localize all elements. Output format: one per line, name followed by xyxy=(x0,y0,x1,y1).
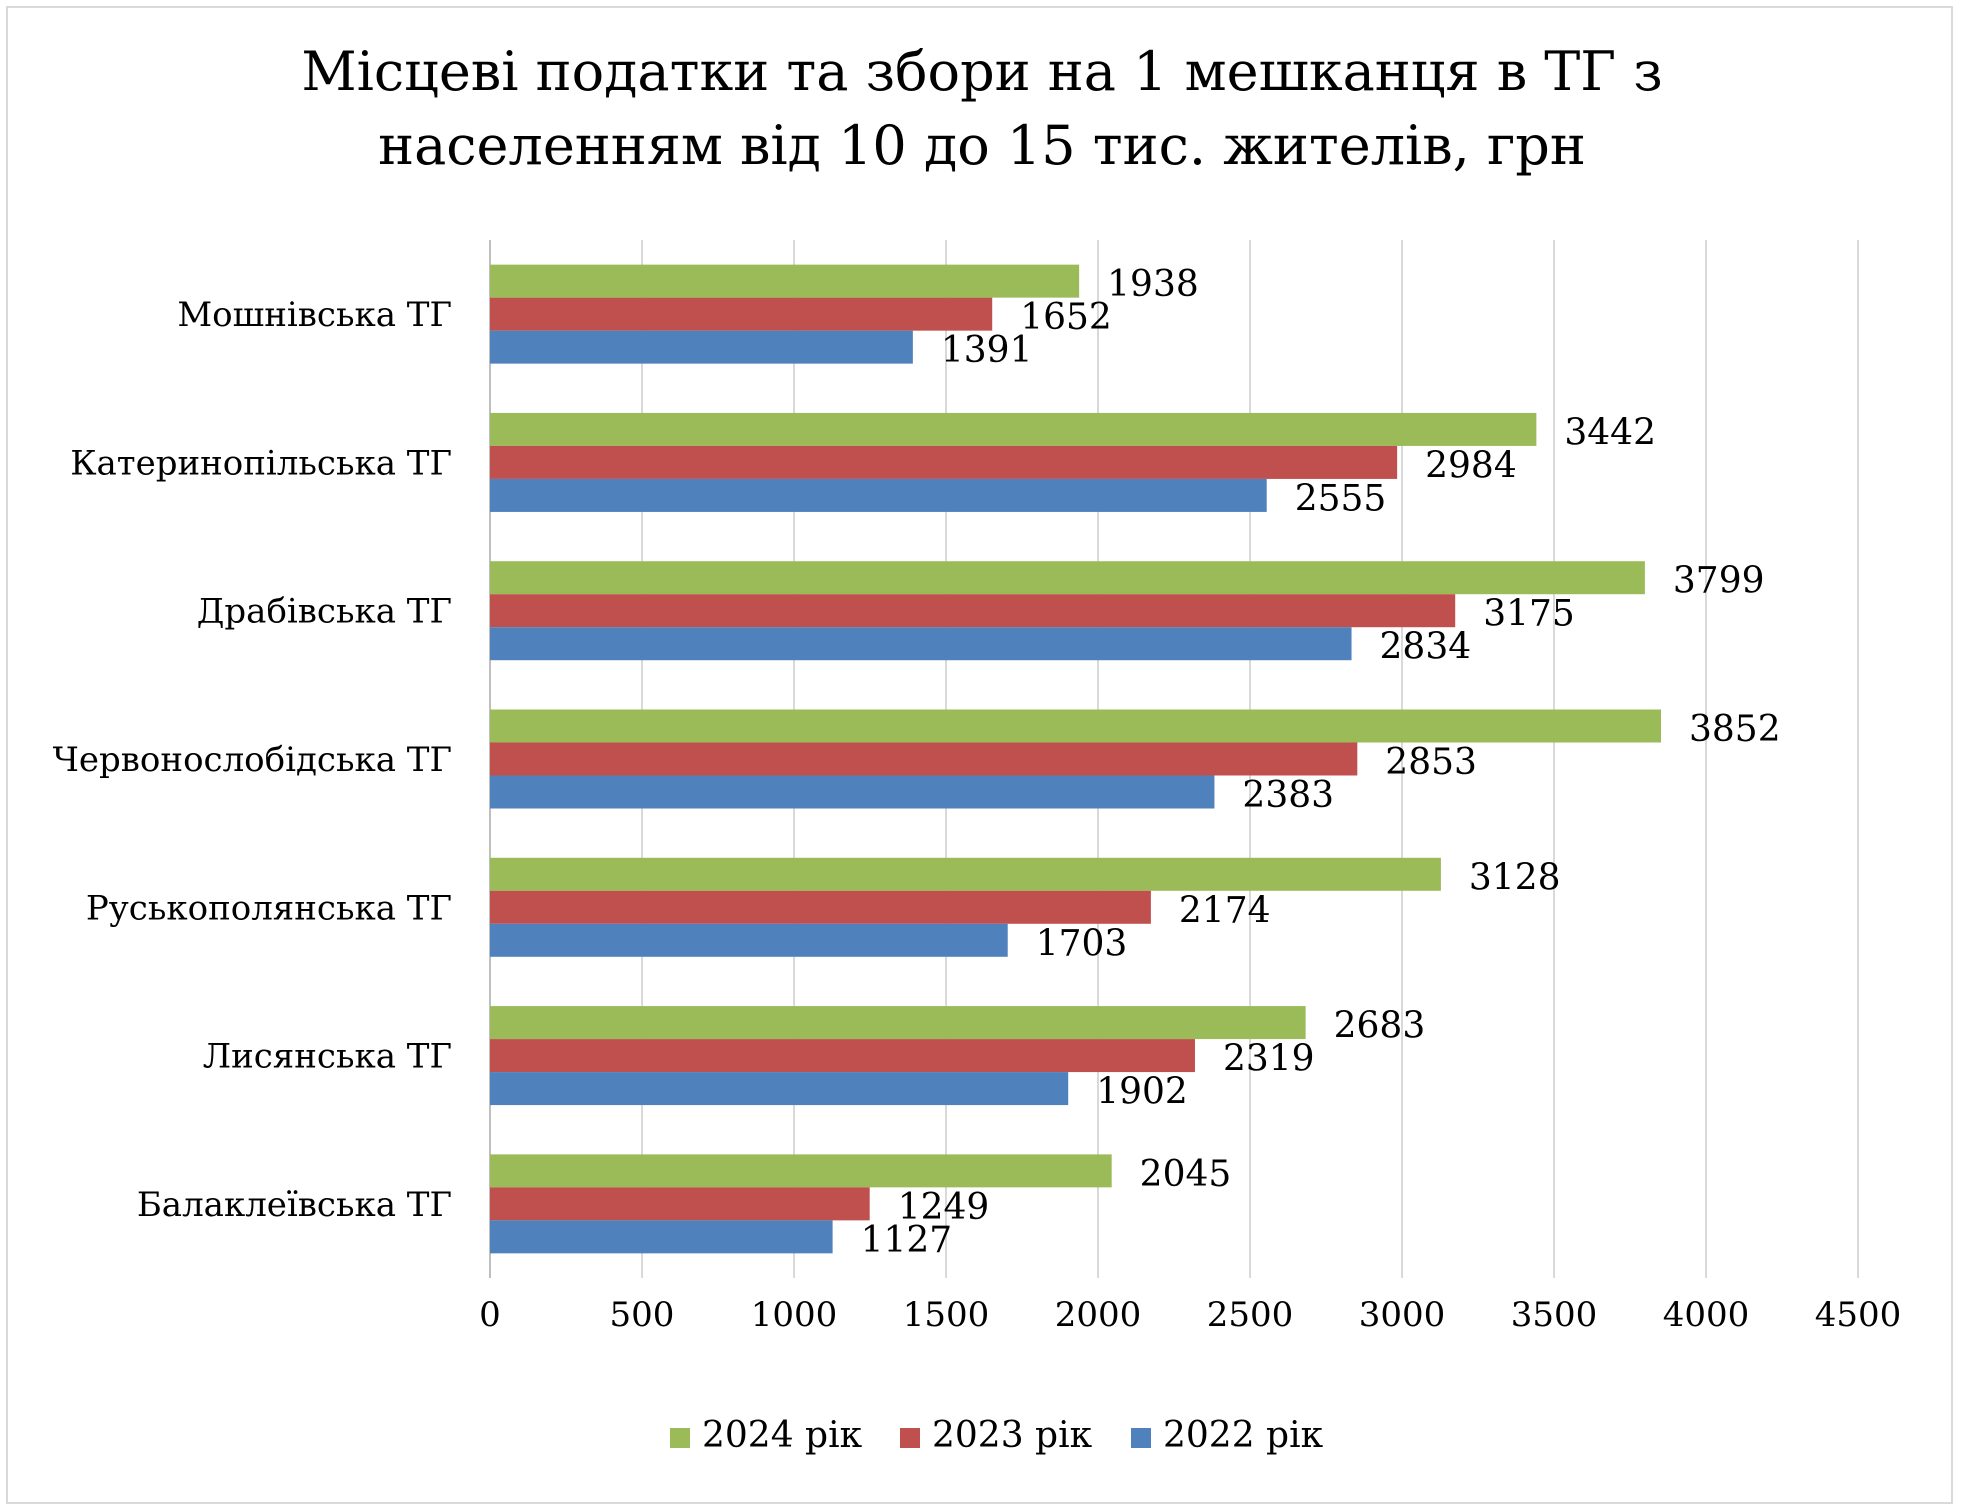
data-label: 1249 xyxy=(898,1187,990,1228)
bar xyxy=(490,890,1151,924)
data-label: 2984 xyxy=(1425,445,1517,486)
legend: 2024 рік 2023 рік 2022 рік xyxy=(670,1415,1324,1456)
data-label: 2555 xyxy=(1295,478,1387,519)
bar xyxy=(490,1039,1195,1073)
data-label: 1938 xyxy=(1107,264,1199,305)
x-tick-label: 2000 xyxy=(1055,1295,1142,1335)
bar xyxy=(490,1187,870,1221)
bar xyxy=(490,561,1645,595)
bar xyxy=(490,709,1662,743)
data-label: 3852 xyxy=(1689,709,1781,750)
x-tick-label: 3500 xyxy=(1511,1295,1598,1335)
chart-title-line-1: Місцеві податки та збори на 1 мешканця в… xyxy=(301,40,1662,103)
bar xyxy=(490,742,1358,776)
data-label: 1391 xyxy=(941,330,1033,371)
bar xyxy=(490,264,1080,298)
bar xyxy=(490,297,993,331)
data-label: 1902 xyxy=(1096,1072,1188,1113)
category-label: Драбівська ТГ xyxy=(197,592,452,632)
chart-title: Місцеві податки та збори на 1 мешканця в… xyxy=(301,40,1662,177)
bar xyxy=(490,627,1352,661)
x-tick-label: 0 xyxy=(479,1295,501,1335)
legend-swatch xyxy=(1131,1428,1151,1448)
category-label: Руськополянська ТГ xyxy=(86,888,452,928)
x-tick-label: 2500 xyxy=(1207,1295,1294,1335)
data-label: 1652 xyxy=(1020,297,1112,338)
x-tick-label: 4000 xyxy=(1663,1295,1750,1335)
legend-swatch xyxy=(670,1428,690,1448)
bar xyxy=(490,445,1398,479)
x-tick-label: 4500 xyxy=(1815,1295,1902,1335)
bar xyxy=(490,478,1267,512)
bar xyxy=(490,1072,1069,1106)
data-label: 2174 xyxy=(1179,890,1271,931)
category-label: Балаклеївська ТГ xyxy=(137,1185,452,1225)
data-label: 3175 xyxy=(1483,594,1575,635)
x-tick-label: 1000 xyxy=(751,1295,838,1335)
data-label: 2319 xyxy=(1223,1039,1315,1080)
category-label: Катеринопільська ТГ xyxy=(70,443,452,483)
legend-label: 2024 рік xyxy=(702,1415,863,1456)
x-tick-label: 500 xyxy=(610,1295,675,1335)
bars xyxy=(490,264,1662,1254)
chart: Місцеві податки та збори на 1 мешканця в… xyxy=(53,40,1902,1456)
data-label: 2045 xyxy=(1140,1154,1232,1195)
legend-label: 2022 рік xyxy=(1163,1415,1324,1456)
chart-title-line-2: населенням від 10 до 15 тис. жителів, гр… xyxy=(378,114,1586,177)
bar xyxy=(490,412,1537,446)
data-label: 2383 xyxy=(1242,775,1334,816)
chart-frame: Місцеві податки та збори на 1 мешканця в… xyxy=(6,6,1953,1504)
data-label: 1127 xyxy=(861,1220,953,1261)
data-label: 2834 xyxy=(1380,627,1472,668)
legend-label: 2023 рік xyxy=(932,1415,1093,1456)
bar xyxy=(490,857,1441,891)
data-label: 1703 xyxy=(1036,923,1128,964)
bar xyxy=(490,330,913,364)
bar xyxy=(490,1220,833,1254)
x-tick-label: 3000 xyxy=(1359,1295,1446,1335)
legend-swatch xyxy=(900,1428,920,1448)
bar xyxy=(490,1154,1112,1188)
bar xyxy=(490,594,1456,628)
x-tick-label: 1500 xyxy=(903,1295,990,1335)
category-labels: Мошнівська ТГ Катеринопільська ТГ Драбівсь… xyxy=(53,295,452,1225)
category-label: Мошнівська ТГ xyxy=(177,295,452,335)
bar xyxy=(490,775,1215,809)
data-label: 2683 xyxy=(1334,1006,1426,1047)
category-label: Червонослобідська ТГ xyxy=(53,740,452,780)
data-label: 3128 xyxy=(1469,857,1561,898)
data-label: 3442 xyxy=(1564,412,1656,453)
bar xyxy=(490,1006,1306,1040)
bar xyxy=(490,923,1008,957)
data-label: 3799 xyxy=(1673,561,1765,602)
data-label: 2853 xyxy=(1385,742,1477,783)
x-axis-tick-labels: 0 500 1000 1500 2000 2500 3000 3500 4000 4500 xyxy=(479,1295,1901,1335)
category-label: Лисянська ТГ xyxy=(203,1037,452,1077)
